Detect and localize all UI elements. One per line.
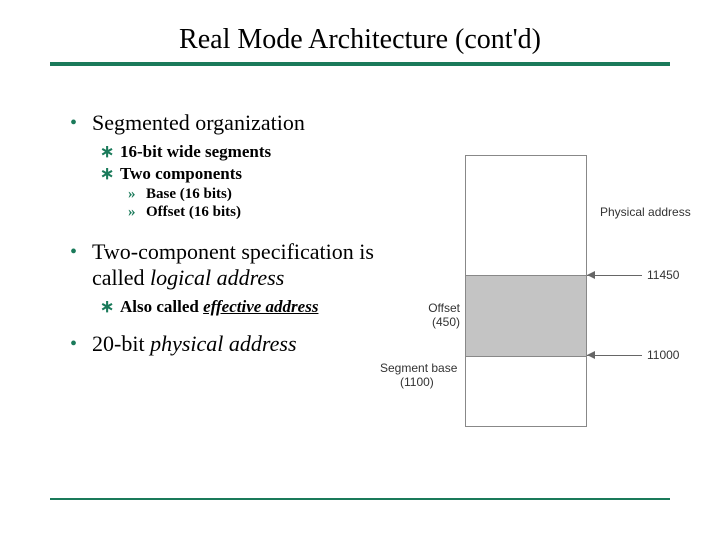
label-segment-base-value: (1100) — [400, 375, 434, 389]
bullet-text: Segmented organization — [92, 110, 400, 136]
text-run: Also called — [120, 297, 203, 316]
text-run: 20-bit — [92, 331, 150, 356]
bullet-text: 20-bit physical address — [92, 331, 400, 357]
bullet-dot-icon: • — [70, 239, 92, 265]
memory-diagram: Physical address 11450 Offset (450) 1100… — [395, 155, 705, 435]
bullet-text: Offset (16 bits) — [146, 204, 400, 221]
bullet-l1: • Segmented organization — [70, 110, 400, 136]
bullet-text: 16-bit wide segments — [120, 142, 400, 162]
text-italic: physical address — [150, 331, 296, 356]
bullet-text: Base (16 bits) — [146, 186, 400, 203]
bullet-dot-icon: • — [70, 331, 92, 357]
text-italic: effective address — [203, 297, 318, 316]
asterisk-icon: ∗ — [100, 297, 120, 317]
bullet-l3: » Base (16 bits) — [128, 186, 400, 203]
arrow-head-icon — [587, 351, 595, 359]
bullet-text: Two-component specification is called lo… — [92, 239, 400, 291]
segment-shaded-region — [465, 275, 587, 357]
label-addr-base: 11000 — [647, 348, 679, 362]
footer-rule — [50, 498, 670, 500]
bullet-l3: » Offset (16 bits) — [128, 204, 400, 221]
bullet-l1: • 20-bit physical address — [70, 331, 400, 357]
label-offset-value: (450) — [400, 315, 460, 329]
bullet-l1: • Two-component specification is called … — [70, 239, 400, 291]
arrow-line — [587, 275, 642, 276]
label-physical-address: Physical address — [600, 205, 691, 219]
slide-title: Real Mode Architecture (cont'd) — [0, 0, 720, 62]
title-rule — [50, 62, 670, 66]
bullet-l2: ∗ Also called effective address — [100, 297, 400, 317]
bullet-dot-icon: • — [70, 110, 92, 136]
content-column: • Segmented organization ∗ 16-bit wide s… — [70, 100, 400, 363]
label-offset: Offset — [400, 301, 460, 315]
asterisk-icon: ∗ — [100, 164, 120, 184]
label-addr-phys: 11450 — [647, 268, 679, 282]
text-italic: logical address — [150, 265, 284, 290]
label-segment-base: Segment base — [380, 361, 457, 375]
bullet-text: Also called effective address — [120, 297, 400, 317]
bullet-text: Two components — [120, 164, 400, 184]
raquo-icon: » — [128, 186, 146, 203]
bullet-l2: ∗ 16-bit wide segments — [100, 142, 400, 162]
raquo-icon: » — [128, 204, 146, 221]
bullet-l2: ∗ Two components — [100, 164, 400, 184]
arrow-head-icon — [587, 271, 595, 279]
asterisk-icon: ∗ — [100, 142, 120, 162]
arrow-line — [587, 355, 642, 356]
